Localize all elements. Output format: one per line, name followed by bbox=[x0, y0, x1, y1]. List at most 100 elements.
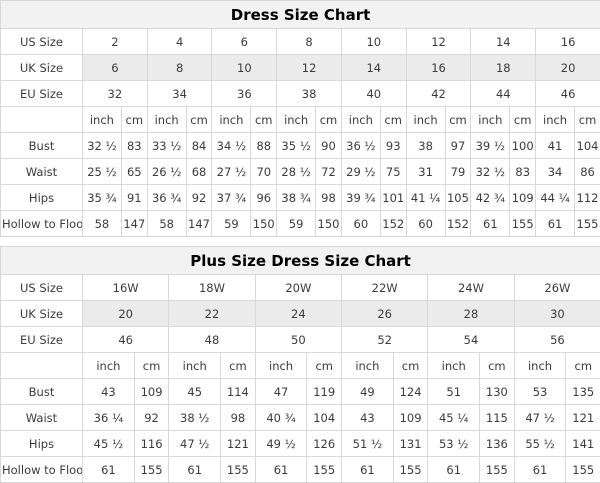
measure-inch-cell: 39 ¾ bbox=[341, 185, 380, 211]
size-cell: 56 bbox=[514, 327, 600, 353]
measure-inch-cell: 38 ¾ bbox=[277, 185, 316, 211]
measure-inch-cell: 41 bbox=[536, 133, 575, 159]
measure-cm-cell: 75 bbox=[380, 159, 406, 185]
size-cell: 2 bbox=[83, 29, 148, 55]
measure-cm-cell: 155 bbox=[574, 211, 600, 237]
measure-cm-cell: 155 bbox=[393, 457, 428, 483]
measure-cm-cell: 104 bbox=[307, 405, 342, 431]
measure-cm-cell: 136 bbox=[480, 431, 515, 457]
measure-inch-cell: 53 ½ bbox=[428, 431, 480, 457]
chart-title: Dress Size Chart bbox=[1, 1, 600, 29]
measure-cm-cell: 121 bbox=[566, 405, 600, 431]
size-cell: 20 bbox=[536, 55, 600, 81]
measure-inch-cell: 49 ½ bbox=[255, 431, 307, 457]
measure-inch-cell: 55 ½ bbox=[514, 431, 566, 457]
row-label: Hips bbox=[1, 431, 83, 457]
size-cell: 8 bbox=[277, 29, 342, 55]
measure-inch-cell: 58 bbox=[147, 211, 186, 237]
measure-cm-cell: 109 bbox=[393, 405, 428, 431]
measure-cm-cell: 93 bbox=[380, 133, 406, 159]
unit-cm-header: cm bbox=[480, 353, 515, 379]
chart-title-row: Plus Size Dress Size Chart bbox=[1, 247, 600, 275]
size-cell: 36 bbox=[212, 81, 277, 107]
size-cell: 16 bbox=[536, 29, 600, 55]
measure-inch-cell: 36 ½ bbox=[341, 133, 380, 159]
unit-inch-header: inch bbox=[406, 107, 445, 133]
size-cell: 22 bbox=[169, 301, 255, 327]
measure-cm-cell: 96 bbox=[251, 185, 277, 211]
row-label: UK Size bbox=[1, 301, 83, 327]
size-cell: 14 bbox=[341, 55, 406, 81]
measure-cm-cell: 121 bbox=[221, 431, 256, 457]
size-cell: 24W bbox=[428, 275, 514, 301]
row-label: US Size bbox=[1, 29, 83, 55]
measure-inch-cell: 27 ½ bbox=[212, 159, 251, 185]
measure-cm-cell: 101 bbox=[380, 185, 406, 211]
size-cell: 54 bbox=[428, 327, 514, 353]
unit-cm-header: cm bbox=[445, 107, 471, 133]
unit-cm-header: cm bbox=[393, 353, 428, 379]
size-cell: 10 bbox=[341, 29, 406, 55]
measure-inch-cell: 39 ½ bbox=[471, 133, 510, 159]
measure-cm-cell: 155 bbox=[221, 457, 256, 483]
size-cell: 52 bbox=[341, 327, 427, 353]
size-cell: 40 bbox=[341, 81, 406, 107]
measure-cm-cell: 155 bbox=[307, 457, 342, 483]
chart-title: Plus Size Dress Size Chart bbox=[1, 247, 600, 275]
measure-cm-cell: 68 bbox=[186, 159, 212, 185]
measure-cm-cell: 98 bbox=[221, 405, 256, 431]
row-label: Hollow to Floor bbox=[1, 457, 83, 483]
measure-inch-cell: 34 bbox=[536, 159, 575, 185]
measure-inch-cell: 61 bbox=[536, 211, 575, 237]
measure-inch-cell: 61 bbox=[169, 457, 221, 483]
measure-cm-cell: 155 bbox=[510, 211, 536, 237]
measure-cm-cell: 72 bbox=[316, 159, 342, 185]
measure-inch-cell: 47 ½ bbox=[169, 431, 221, 457]
measure-cm-cell: 83 bbox=[121, 133, 147, 159]
measure-inch-cell: 42 ¾ bbox=[471, 185, 510, 211]
measure-inch-cell: 35 ¾ bbox=[83, 185, 122, 211]
size-cell: 46 bbox=[536, 81, 600, 107]
unit-cm-header: cm bbox=[566, 353, 600, 379]
measure-cm-cell: 155 bbox=[134, 457, 169, 483]
size-cell: 30 bbox=[514, 301, 600, 327]
size-cell: 50 bbox=[255, 327, 341, 353]
measure-inch-cell: 51 bbox=[428, 379, 480, 405]
unit-cm-header: cm bbox=[121, 107, 147, 133]
unit-inch-header: inch bbox=[341, 353, 393, 379]
measure-cm-cell: 104 bbox=[574, 133, 600, 159]
unit-inch-header: inch bbox=[536, 107, 575, 133]
measure-cm-cell: 100 bbox=[510, 133, 536, 159]
row-label: EU Size bbox=[1, 81, 83, 107]
measure-cm-cell: 92 bbox=[134, 405, 169, 431]
size-cell: 20 bbox=[83, 301, 169, 327]
measure-inch-cell: 59 bbox=[277, 211, 316, 237]
size-cell: 6 bbox=[83, 55, 148, 81]
size-cell: 34 bbox=[147, 81, 212, 107]
size-cell: 48 bbox=[169, 327, 255, 353]
measure-inch-cell: 59 bbox=[212, 211, 251, 237]
measure-inch-cell: 28 ½ bbox=[277, 159, 316, 185]
measure-cm-cell: 116 bbox=[134, 431, 169, 457]
unit-inch-header: inch bbox=[255, 353, 307, 379]
measure-inch-cell: 41 ¼ bbox=[406, 185, 445, 211]
measure-inch-cell: 32 ½ bbox=[83, 133, 122, 159]
unit-cm-header: cm bbox=[307, 353, 342, 379]
measure-cm-cell: 124 bbox=[393, 379, 428, 405]
size-cell: 18 bbox=[471, 55, 536, 81]
unit-cm-header: cm bbox=[134, 353, 169, 379]
row-label: Hips bbox=[1, 185, 83, 211]
size-cell: 6 bbox=[212, 29, 277, 55]
measure-cm-cell: 115 bbox=[480, 405, 515, 431]
measure-inch-cell: 61 bbox=[83, 457, 135, 483]
size-cell: 16W bbox=[83, 275, 169, 301]
measure-inch-cell: 45 ½ bbox=[83, 431, 135, 457]
size-cell: 26W bbox=[514, 275, 600, 301]
measure-inch-cell: 45 ¼ bbox=[428, 405, 480, 431]
